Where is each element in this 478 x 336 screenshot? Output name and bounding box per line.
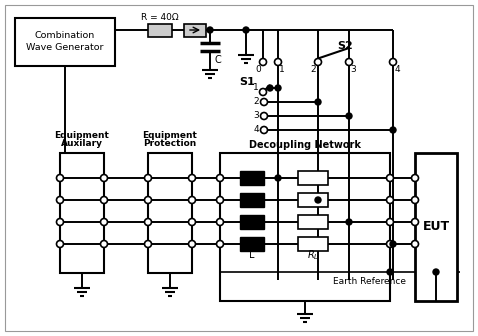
Circle shape xyxy=(144,241,152,248)
Text: 3: 3 xyxy=(350,66,356,75)
Text: Equipment: Equipment xyxy=(54,130,109,139)
Circle shape xyxy=(412,197,419,204)
Circle shape xyxy=(144,197,152,204)
Text: Earth Reference: Earth Reference xyxy=(334,277,406,286)
Circle shape xyxy=(100,174,108,181)
Circle shape xyxy=(387,218,393,225)
Text: R = 40Ω: R = 40Ω xyxy=(141,12,179,22)
Bar xyxy=(220,153,390,301)
Text: Wave Generator: Wave Generator xyxy=(26,43,104,52)
Text: S2: S2 xyxy=(337,41,353,51)
Circle shape xyxy=(387,269,393,275)
Circle shape xyxy=(390,241,396,247)
Circle shape xyxy=(260,88,267,95)
Circle shape xyxy=(390,58,396,66)
Bar xyxy=(415,153,457,301)
Text: 0: 0 xyxy=(255,66,261,75)
Bar xyxy=(298,171,328,185)
Bar xyxy=(298,193,328,207)
Circle shape xyxy=(390,127,396,133)
Bar xyxy=(298,215,328,229)
Circle shape xyxy=(274,58,282,66)
Circle shape xyxy=(56,241,64,248)
Circle shape xyxy=(433,269,439,275)
Circle shape xyxy=(56,218,64,225)
Circle shape xyxy=(56,174,64,181)
Text: 4: 4 xyxy=(253,126,259,134)
Bar xyxy=(148,24,172,37)
Text: Decoupling Network: Decoupling Network xyxy=(249,140,361,150)
Bar xyxy=(184,24,206,37)
Bar xyxy=(240,193,264,207)
Bar xyxy=(15,18,115,66)
Circle shape xyxy=(315,197,321,203)
Circle shape xyxy=(315,99,321,105)
Circle shape xyxy=(275,175,281,181)
Circle shape xyxy=(412,174,419,181)
Text: 1: 1 xyxy=(253,84,259,92)
Text: Auxilary: Auxilary xyxy=(61,139,103,149)
Bar xyxy=(240,171,264,185)
Circle shape xyxy=(144,174,152,181)
Circle shape xyxy=(261,98,268,106)
Circle shape xyxy=(217,174,224,181)
Text: C: C xyxy=(215,55,222,65)
Circle shape xyxy=(188,241,196,248)
Circle shape xyxy=(207,27,213,33)
Circle shape xyxy=(56,197,64,204)
Circle shape xyxy=(412,241,419,248)
Text: L: L xyxy=(249,250,255,260)
Bar xyxy=(298,237,328,251)
Circle shape xyxy=(412,218,419,225)
Circle shape xyxy=(346,113,352,119)
Circle shape xyxy=(315,58,322,66)
Text: 2: 2 xyxy=(310,66,316,75)
Bar xyxy=(60,153,104,273)
Circle shape xyxy=(188,197,196,204)
Text: 4: 4 xyxy=(394,66,400,75)
Text: EUT: EUT xyxy=(423,220,450,234)
Circle shape xyxy=(346,58,352,66)
Text: Combination: Combination xyxy=(35,32,95,41)
Bar xyxy=(240,237,264,251)
Circle shape xyxy=(387,174,393,181)
Text: 3: 3 xyxy=(253,112,259,121)
Text: 1: 1 xyxy=(279,66,285,75)
Circle shape xyxy=(100,218,108,225)
Circle shape xyxy=(243,27,249,33)
Circle shape xyxy=(217,241,224,248)
Circle shape xyxy=(188,174,196,181)
Circle shape xyxy=(217,218,224,225)
Circle shape xyxy=(387,197,393,204)
Circle shape xyxy=(260,58,267,66)
Circle shape xyxy=(188,218,196,225)
Circle shape xyxy=(100,241,108,248)
Circle shape xyxy=(261,113,268,120)
Text: Equipment: Equipment xyxy=(142,130,197,139)
Text: 2: 2 xyxy=(253,97,259,107)
Text: S1: S1 xyxy=(239,77,255,87)
Circle shape xyxy=(217,197,224,204)
Circle shape xyxy=(261,126,268,133)
Text: $R_L$: $R_L$ xyxy=(307,248,319,262)
Bar xyxy=(148,153,192,273)
Circle shape xyxy=(346,219,352,225)
Circle shape xyxy=(100,197,108,204)
Circle shape xyxy=(267,85,273,91)
Bar xyxy=(240,215,264,229)
Text: Protection: Protection xyxy=(143,139,196,149)
Circle shape xyxy=(387,241,393,248)
Circle shape xyxy=(144,218,152,225)
Circle shape xyxy=(275,85,281,91)
